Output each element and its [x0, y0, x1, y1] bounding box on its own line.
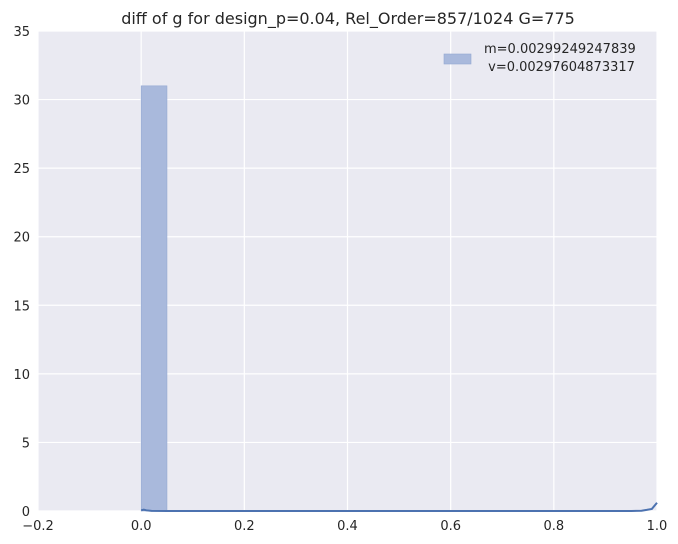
y-tick-label-1: 5	[22, 436, 30, 451]
histogram-bars	[140, 85, 168, 512]
x-tick-label-0: −0.2	[22, 519, 54, 534]
chart-title: diff of g for design_p=0.04, Rel_Order=8…	[121, 9, 575, 29]
y-tick-label-0: 0	[22, 505, 30, 520]
kde-line	[140, 502, 658, 512]
y-axis: 0 5 10 15 20 25 30 35	[13, 25, 30, 520]
legend-entry-variance: v=0.00297604873317	[484, 60, 635, 75]
y-tick-label-4: 20	[13, 231, 30, 246]
x-tick-label-5: 0.8	[543, 519, 564, 534]
y-tick-label-2: 10	[13, 368, 30, 383]
y-tick-label-3: 15	[13, 299, 30, 314]
legend-swatch	[443, 53, 472, 65]
x-tick-label-3: 0.4	[337, 519, 358, 534]
legend: m=0.00299249247839 v=0.00297604873317	[443, 42, 636, 75]
y-tick-label-7: 35	[13, 25, 30, 40]
x-tick-label-6: 1.0	[647, 519, 668, 534]
y-tick-label-5: 25	[13, 162, 30, 177]
x-axis: −0.2 0.0 0.2 0.4 0.6 0.8 1.0	[22, 519, 667, 534]
histogram-bar-0	[140, 85, 168, 512]
x-tick-label-4: 0.6	[440, 519, 461, 534]
legend-entry-mean: m=0.00299249247839	[484, 42, 636, 57]
x-tick-label-2: 0.2	[234, 519, 255, 534]
x-tick-label-1: 0.0	[131, 519, 152, 534]
y-tick-label-6: 30	[13, 94, 30, 109]
